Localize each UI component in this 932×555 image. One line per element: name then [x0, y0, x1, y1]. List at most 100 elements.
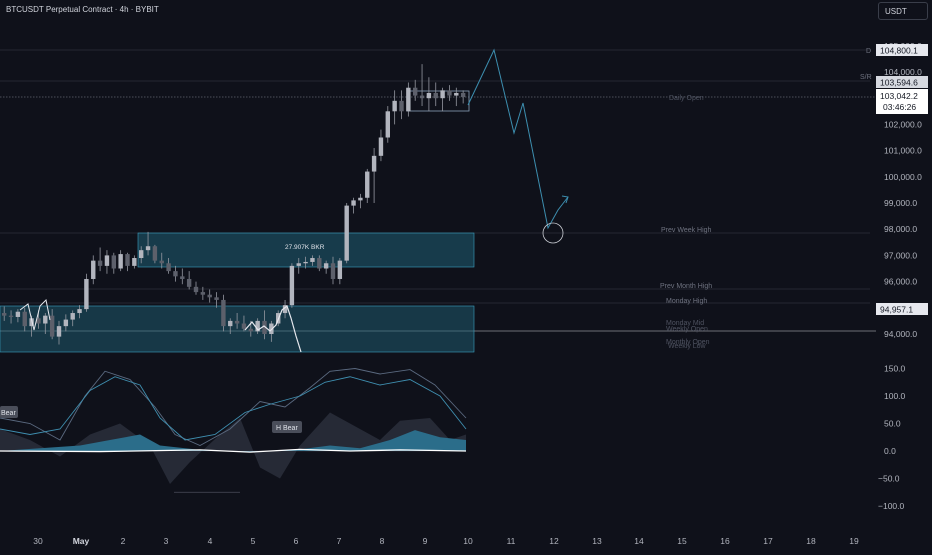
candle: [344, 203, 349, 264]
time-axis[interactable]: 30 May 2 3 4 5 6 7 8 9 10 11 12 13 14 15 16 17 18 19: [33, 536, 859, 546]
time-tick: 15: [677, 536, 687, 546]
candle: [406, 82, 411, 117]
candle: [104, 250, 110, 274]
label-prev-week-high: Prev Week High: [661, 227, 712, 234]
price-tag-104800: 104,800.1: [876, 44, 928, 56]
price-tick: 102,000.0: [884, 119, 922, 129]
osc-tick: 0.0: [884, 446, 896, 456]
price-tick: 104,000.0: [884, 67, 922, 77]
label-monday-high: Monday High: [666, 298, 707, 305]
svg-text:103,594.6: 103,594.6: [880, 78, 918, 88]
candle: [214, 292, 219, 308]
osc-tick: 50.0: [884, 419, 901, 429]
candle: [22, 307, 27, 332]
label-daily-open: Daily Open: [669, 95, 704, 102]
time-tick: 11: [507, 536, 516, 546]
candle: [337, 258, 343, 285]
time-tick: 6: [294, 536, 299, 546]
candle: [56, 320, 62, 345]
price-overlay-line-left: [19, 298, 51, 331]
demand-zone-lower: [0, 305, 475, 353]
time-tick: May: [73, 536, 90, 546]
zone-label: 27.907K BKR: [285, 244, 325, 251]
candle: [303, 256, 308, 269]
label-d: D: [866, 48, 871, 55]
candle: [152, 244, 158, 264]
label-weekly-low: Weekly Low: [668, 343, 707, 350]
candle: [323, 260, 329, 274]
candle: [234, 313, 240, 329]
candle: [207, 289, 212, 303]
candle: [241, 315, 247, 332]
osc-mid-line: [0, 376, 467, 441]
osc-dark-area: [0, 412, 466, 484]
candle: [392, 90, 397, 125]
svg-text:103,042.2: 103,042.2: [880, 91, 918, 101]
candle: [70, 310, 75, 327]
candle: [282, 299, 288, 319]
candle: [255, 318, 260, 334]
osc-label-h-bear: H Bear: [272, 421, 302, 433]
price-tick: 100,000.0: [884, 172, 922, 182]
price-overlay-line: [244, 304, 302, 353]
candle: [193, 281, 199, 295]
time-tick: 4: [208, 536, 213, 546]
candle: [454, 87, 459, 107]
candle: [221, 294, 226, 332]
zones: [0, 90, 475, 353]
label-weekly-open: Weekly Open: [666, 326, 708, 333]
time-tick: 18: [806, 536, 816, 546]
svg-text:Bear: Bear: [1, 410, 16, 417]
time-tick: 9: [423, 536, 428, 546]
time-tick: 17: [763, 536, 773, 546]
candle: [159, 252, 164, 269]
candle: [358, 193, 363, 209]
time-tick: 12: [549, 536, 559, 546]
candle: [413, 79, 418, 101]
candles: [2, 64, 466, 353]
label-sr: S/R: [860, 74, 872, 81]
candle: [132, 255, 137, 269]
candle: [330, 256, 336, 285]
svg-text:104,800.1: 104,800.1: [880, 46, 918, 56]
candle: [433, 82, 438, 107]
candle: [111, 252, 116, 274]
candle: [269, 320, 274, 342]
osc-signal-line: [0, 448, 467, 453]
candle: [385, 106, 390, 143]
candle: [262, 310, 267, 340]
osc-tick: 150.0: [884, 364, 906, 374]
candle: [97, 247, 103, 272]
candle: [145, 231, 151, 256]
projection-line: [467, 48, 569, 230]
price-tick: 94,000.0: [884, 329, 917, 339]
price-tick: 98,000.0: [884, 224, 917, 234]
svg-text:94,957.1: 94,957.1: [880, 305, 913, 315]
candle: [378, 129, 384, 162]
price-tick: 97,000.0: [884, 250, 917, 260]
oscillator-pane: [0, 368, 467, 493]
svg-text:03:46:26: 03:46:26: [883, 102, 916, 112]
candle: [296, 258, 301, 274]
candle: [91, 255, 96, 285]
candle: [351, 197, 356, 214]
candle: [365, 168, 370, 203]
price-tick: 96,000.0: [884, 277, 917, 287]
candle: [118, 250, 123, 272]
candle: [173, 265, 178, 282]
osc-tick: −50.0: [878, 474, 900, 484]
osc-tick: 100.0: [884, 391, 906, 401]
candle: [8, 310, 14, 324]
time-tick: 2: [121, 536, 126, 546]
candle: [371, 147, 377, 203]
price-tag-94957: 94,957.1: [876, 303, 928, 315]
candle: [43, 313, 48, 334]
projection-arrowhead: [561, 195, 569, 204]
candle: [15, 309, 21, 323]
candle: [125, 252, 130, 272]
time-tick: 30: [33, 536, 43, 546]
candle: [419, 64, 425, 107]
currency-button[interactable]: USDT: [878, 2, 928, 20]
